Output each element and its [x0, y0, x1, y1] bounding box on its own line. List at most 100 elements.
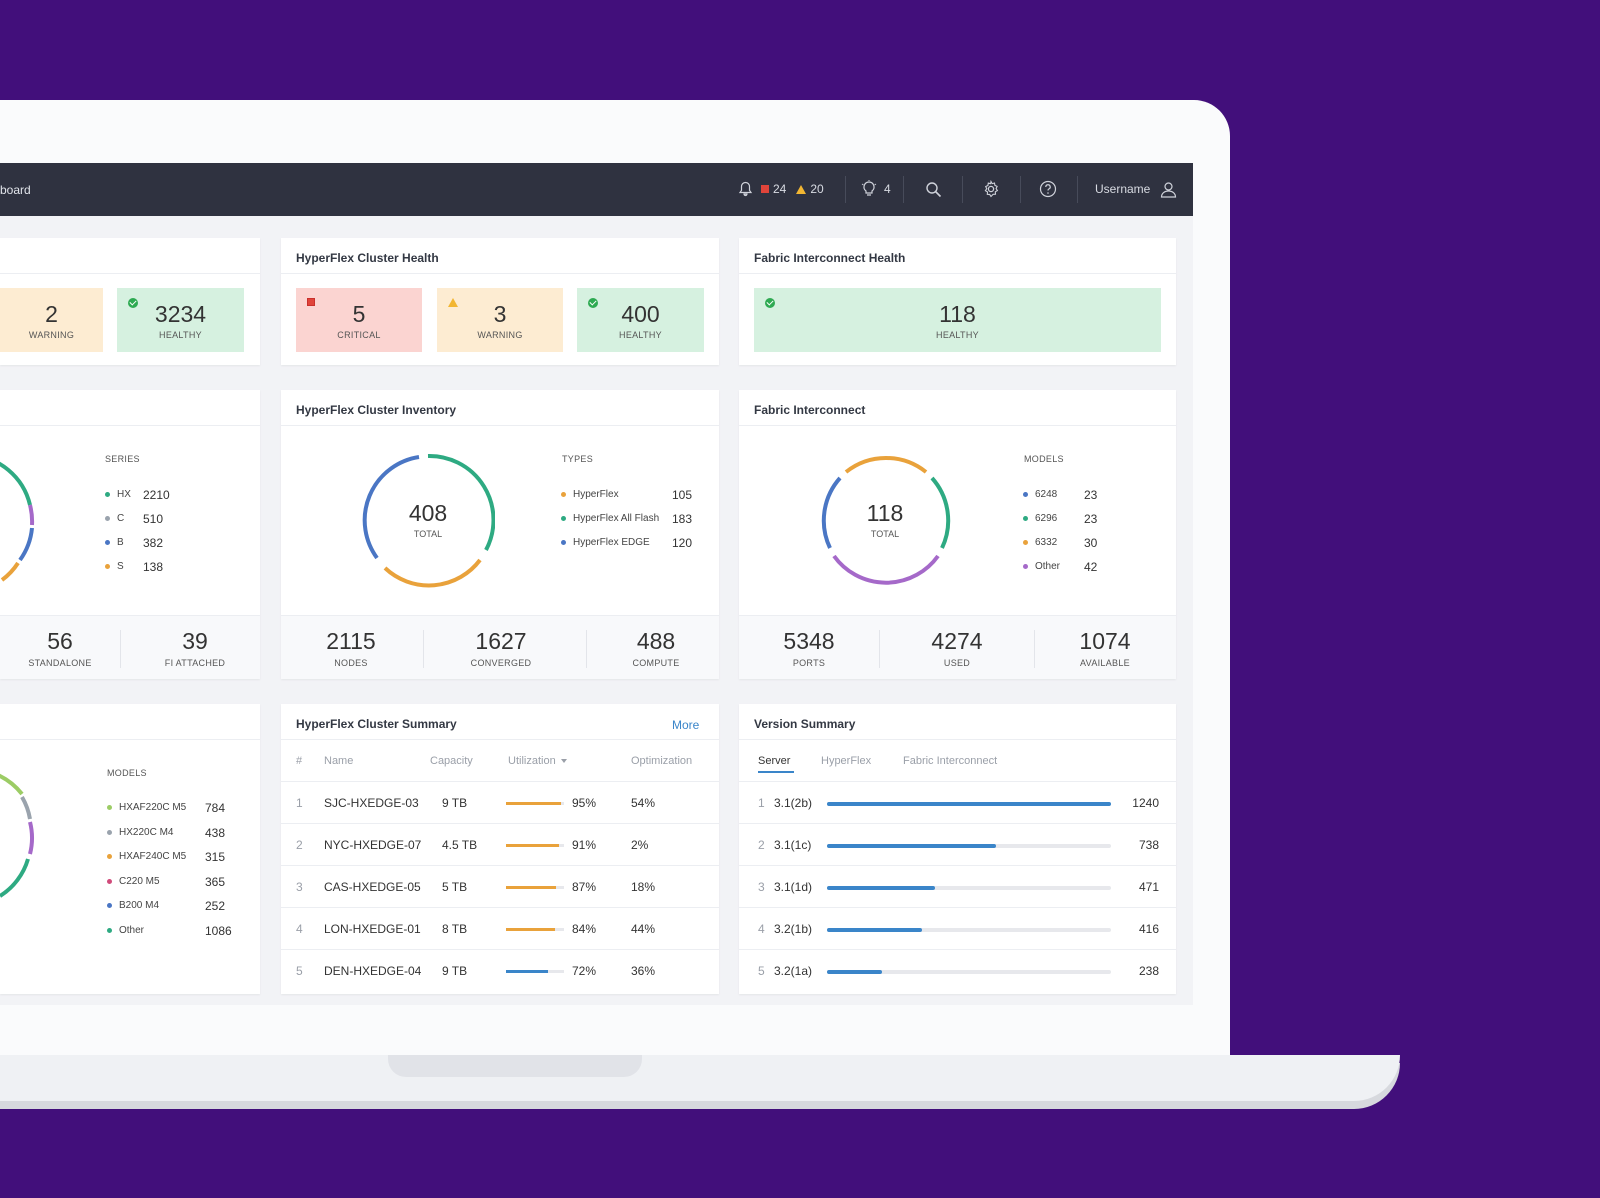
legend-value: 438 — [205, 825, 226, 840]
version-row[interactable]: 2 3.1(1c) 738 — [739, 823, 1176, 865]
version-row[interactable]: 5 3.2(1a) 238 — [739, 949, 1176, 991]
legend-dot-icon — [1023, 540, 1028, 545]
capacity-value: 9 TB — [442, 796, 468, 810]
divider — [281, 425, 719, 426]
column-header-utilization[interactable]: Utilization — [508, 755, 567, 767]
donut-segment-all-flash — [427, 453, 496, 551]
healthy-tile[interactable]: 400 HEALTHY — [577, 288, 704, 352]
legend-item[interactable]: HX — [105, 489, 131, 500]
version-row[interactable]: 1 3.1(2b) 1240 — [739, 781, 1176, 823]
legend-value: 30 — [1084, 536, 1098, 550]
tab-fabric-interconnect[interactable]: Fabric Interconnect — [903, 755, 998, 767]
legend-label: C — [117, 513, 125, 524]
legend-item[interactable]: HXAF220C M5 — [107, 802, 186, 813]
healthy-tile[interactable]: 3234 HEALTHY — [117, 288, 244, 352]
stat-converged: 1627 CONVERGED — [431, 616, 571, 680]
capacity-value: 4.5 TB — [442, 838, 478, 852]
fi-health-card: Fabric Interconnect Health 118 HEALTHY — [739, 238, 1176, 365]
warning-tile[interactable]: 3 WARNING — [437, 288, 563, 352]
critical-tile[interactable]: 5 CRITICAL — [296, 288, 422, 352]
tab-server[interactable]: Server — [758, 755, 791, 767]
legend-item[interactable]: S — [105, 561, 124, 572]
version-bar-fill — [827, 886, 935, 890]
tab-hyperflex[interactable]: HyperFlex — [821, 755, 872, 767]
divider — [0, 739, 260, 740]
column-header-name[interactable]: Name — [324, 755, 354, 767]
table-row[interactable]: 5 DEN-HXEDGE-04 9 TB 72% 36% — [281, 949, 719, 991]
legend-label: B — [117, 537, 124, 548]
stat-value: 1627 — [475, 628, 527, 654]
stat-value: 2115 — [326, 628, 376, 654]
top-bar: board 24 20 4 Username — [0, 163, 1193, 216]
healthy-tile[interactable]: 118 HEALTHY — [754, 288, 1161, 352]
legend-heading: SERIES — [105, 454, 140, 464]
user-icon — [1161, 181, 1177, 198]
legend-item[interactable]: Other — [1023, 561, 1060, 572]
search-button[interactable] — [925, 179, 942, 199]
user-menu[interactable]: Username — [1095, 179, 1177, 199]
legend-value: 382 — [143, 536, 164, 550]
legend-item[interactable]: B200 M4 — [107, 900, 159, 911]
legend-item[interactable]: HXAF240C M5 — [107, 851, 186, 862]
version-label: 3.1(2b) — [774, 796, 813, 810]
optimization-value: 2% — [631, 838, 649, 852]
table-row[interactable]: 3 CAS-HXEDGE-05 5 TB 87% 18% — [281, 865, 719, 907]
healthy-count: 3234 — [154, 301, 207, 327]
divider — [281, 273, 719, 274]
divider — [903, 176, 904, 203]
legend-item[interactable]: 6332 — [1023, 537, 1057, 548]
table-row[interactable]: 2 NYC-HXEDGE-07 4.5 TB 91% 2% — [281, 823, 719, 865]
donut-segment-c — [28, 504, 35, 526]
legend-item[interactable]: 6248 — [1023, 489, 1057, 500]
capacity-value: 8 TB — [442, 922, 468, 936]
divider — [739, 425, 1176, 426]
legend-dot-icon — [107, 928, 112, 933]
more-link[interactable]: More — [672, 718, 700, 732]
version-row[interactable]: 4 3.2(1b) 416 — [739, 907, 1176, 949]
warning-alert-count: 20 — [810, 182, 824, 196]
legend-item[interactable]: 6296 — [1023, 513, 1057, 524]
warning-alert-icon — [796, 184, 807, 194]
settings-button[interactable] — [982, 179, 1000, 199]
legend-item[interactable]: Other — [107, 925, 144, 936]
legend-label: C220 M5 — [119, 875, 160, 887]
version-count: 1240 — [1132, 796, 1159, 810]
divider — [845, 176, 846, 203]
column-header-capacity[interactable]: Capacity — [430, 755, 473, 767]
column-header-optimization[interactable]: Optimization — [631, 755, 693, 767]
capacity-value: 5 TB — [442, 880, 468, 894]
legend-item[interactable]: HX220C M4 — [107, 827, 173, 838]
table-row[interactable]: 1 SJC-HXEDGE-03 9 TB 95% 54% — [281, 781, 719, 823]
warning-tile[interactable]: 2 WARNING — [0, 288, 103, 352]
laptop-notch — [388, 1055, 642, 1077]
legend-item[interactable]: HyperFlex — [561, 489, 619, 500]
table-row[interactable]: 4 LON-HXEDGE-01 8 TB 84% 44% — [281, 907, 719, 949]
legend-item[interactable]: C220 M5 — [107, 876, 160, 887]
active-tab-indicator — [758, 771, 794, 773]
alerts-button[interactable]: 24 20 — [738, 179, 824, 199]
check-circle-icon — [765, 298, 775, 308]
legend-label: B200 M4 — [119, 900, 160, 912]
legend-item[interactable]: C — [105, 513, 124, 524]
legend-value: 183 — [672, 512, 693, 526]
column-header-index[interactable]: # — [296, 755, 303, 767]
utilization-bar-fill — [506, 886, 557, 889]
gear-icon — [984, 180, 999, 198]
legend-dot-icon — [107, 805, 112, 810]
donut-segment-hx220c — [20, 795, 32, 820]
help-button[interactable] — [1039, 179, 1057, 199]
stat-standalone: 56 STANDALONE — [0, 616, 120, 680]
legend-item[interactable]: B — [105, 537, 124, 548]
legend-item[interactable]: HyperFlex All Flash — [561, 513, 659, 524]
legend-item[interactable]: HyperFlex EDGE — [561, 537, 650, 548]
row-index: 3 — [296, 880, 303, 894]
warning-label: WARNING — [477, 330, 523, 340]
stat-label: COMPUTE — [632, 658, 680, 668]
utilization-bar — [506, 970, 564, 973]
tips-button[interactable]: 4 — [861, 179, 891, 199]
legend-value: 120 — [672, 536, 693, 550]
version-row[interactable]: 3 3.1(1d) 471 — [739, 865, 1176, 907]
warning-count: 2 — [45, 301, 58, 327]
fabric-interconnect-card: Fabric Interconnect 118 TOTAL MODELS 624… — [739, 390, 1176, 679]
stat-value: 39 — [182, 628, 208, 654]
